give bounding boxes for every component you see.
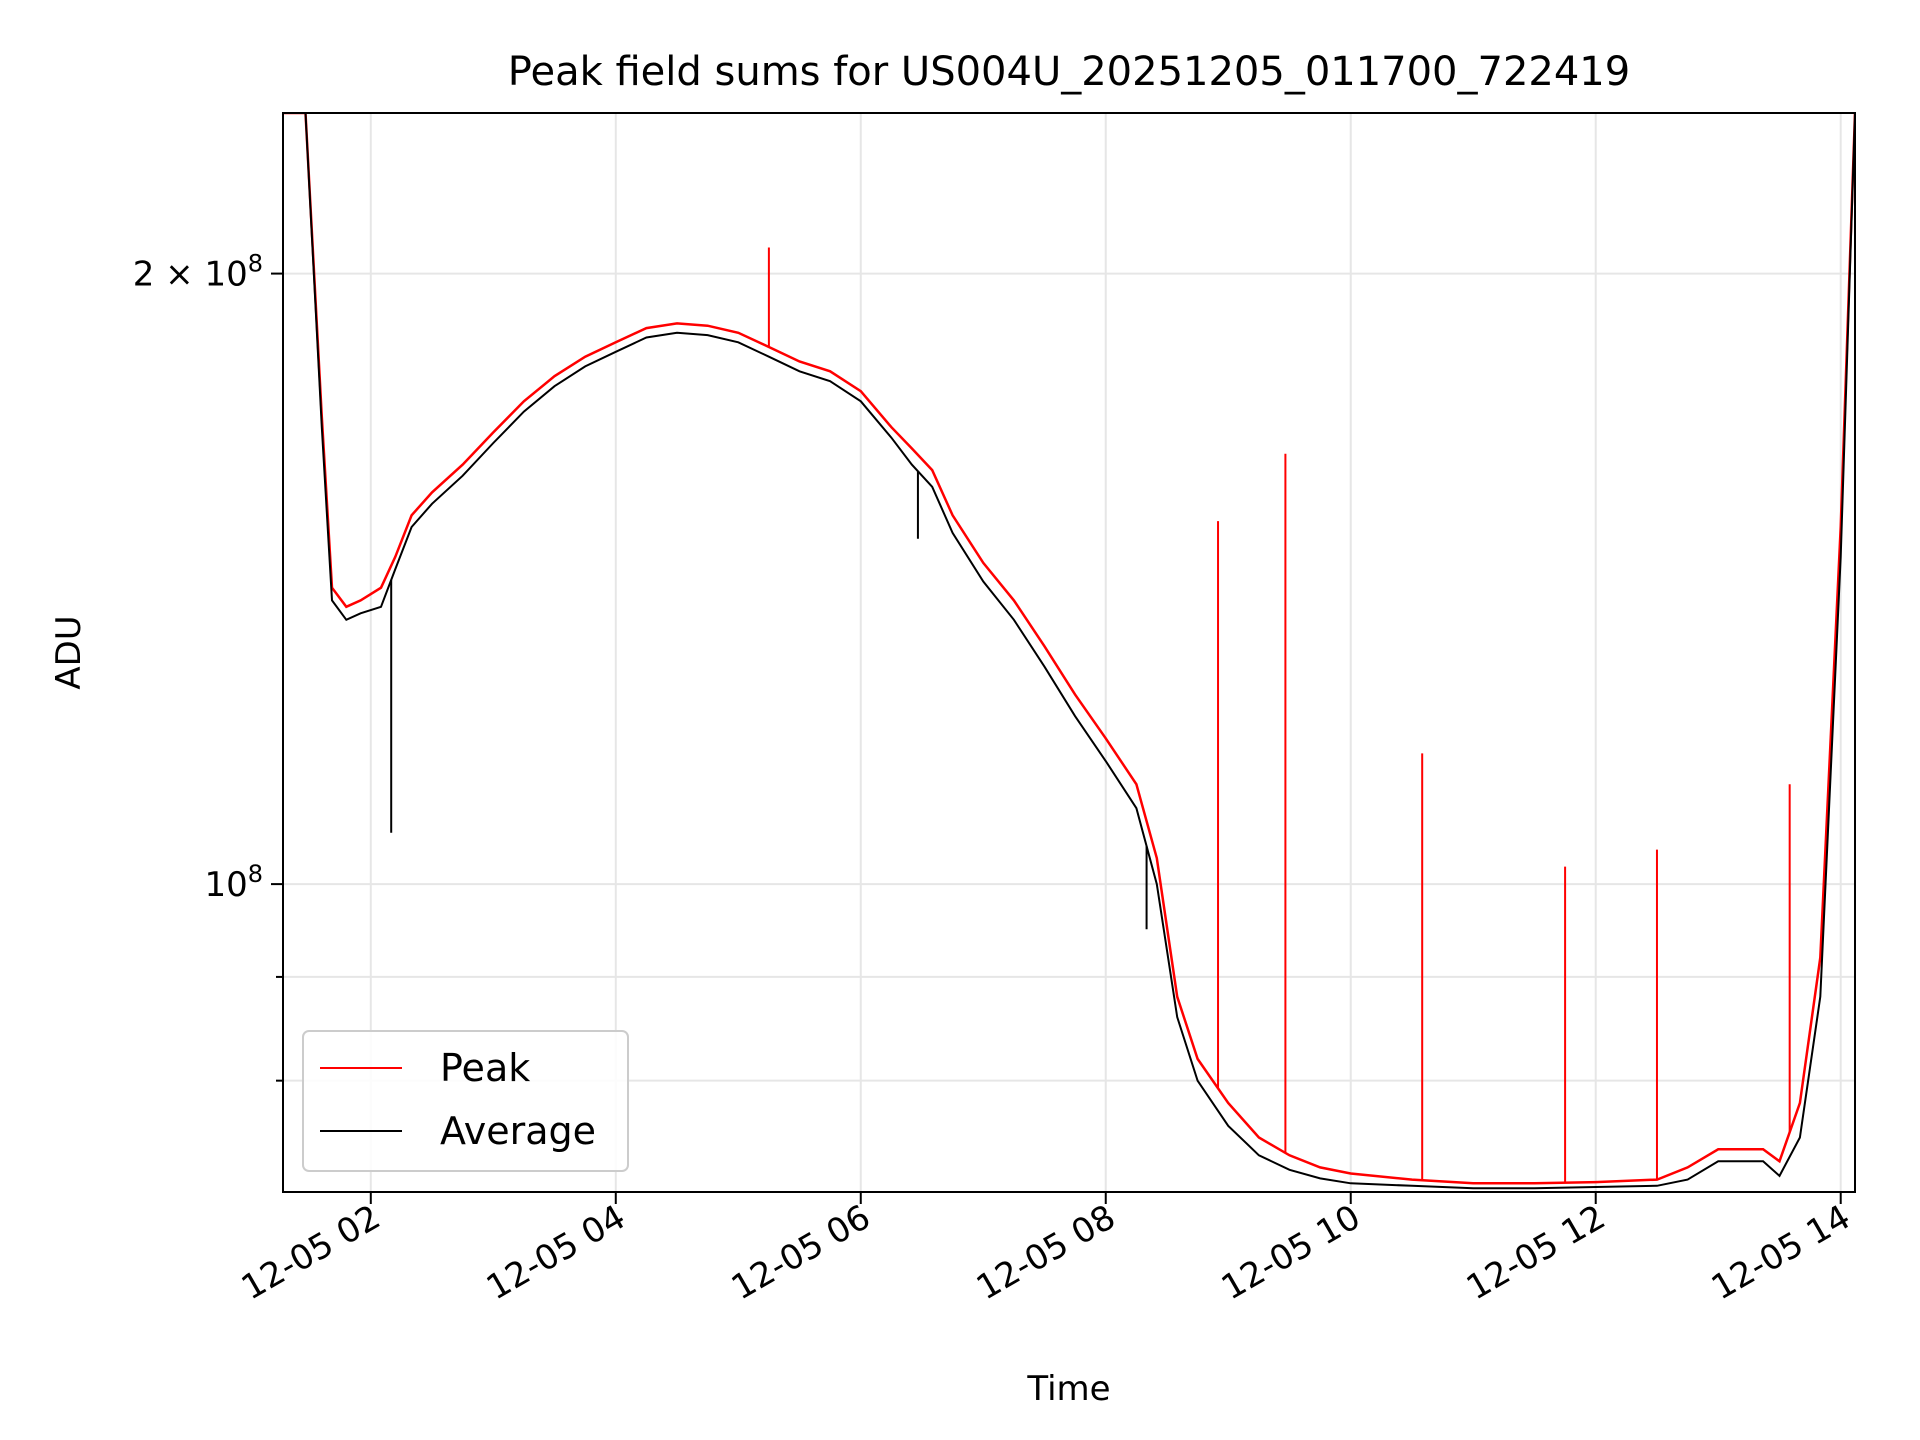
y-tick-exponent: 8 bbox=[248, 250, 263, 278]
legend-label-average: Average bbox=[440, 1109, 596, 1153]
chart-title: Peak field sums for US004U_20251205_0117… bbox=[508, 49, 1630, 95]
legend: Peak Average bbox=[302, 1030, 629, 1172]
plot-frame bbox=[282, 112, 1856, 1193]
y-tick-label: 2 × 108 bbox=[133, 250, 263, 295]
y-tick-label: 108 bbox=[204, 860, 263, 905]
series-line-peak bbox=[283, 113, 1855, 1185]
grid bbox=[283, 113, 1855, 1192]
legend-box bbox=[302, 1030, 629, 1172]
y-axis-label: ADU bbox=[49, 615, 89, 689]
series-layer bbox=[283, 113, 1855, 1190]
legend-label-peak: Peak bbox=[440, 1046, 530, 1090]
y-tick-base: 2 × 10 bbox=[133, 255, 248, 295]
y-tick-base: 10 bbox=[204, 865, 247, 905]
y-tick-exponent: 8 bbox=[248, 860, 263, 888]
x-axis-label: Time bbox=[1026, 1369, 1110, 1409]
series-line-average bbox=[283, 113, 1855, 1190]
